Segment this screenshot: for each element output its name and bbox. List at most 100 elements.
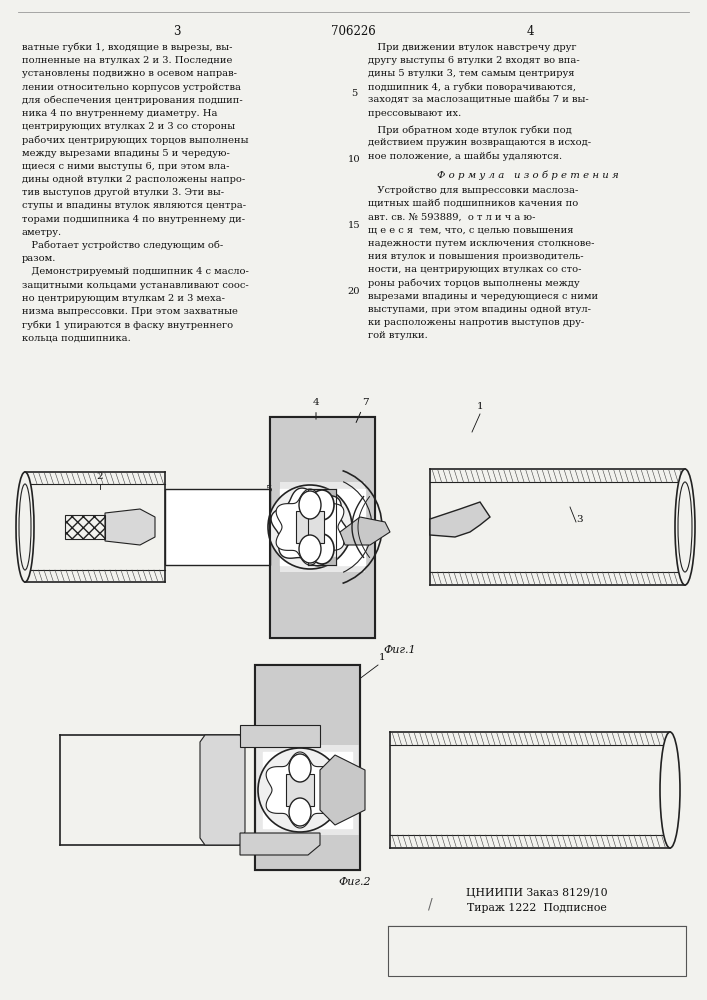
- Ellipse shape: [299, 491, 321, 519]
- Bar: [200, 735, 245, 845]
- Text: 3: 3: [173, 25, 181, 38]
- Bar: [270, 417, 375, 638]
- Text: но центрирующим втулкам 2 и 3 меха-: но центрирующим втулкам 2 и 3 меха-: [22, 294, 225, 303]
- Text: ния втулок и повышения производитель-: ния втулок и повышения производитель-: [368, 252, 583, 261]
- Bar: [255, 665, 360, 870]
- Text: рабочих центрирующих торцов выполнены: рабочих центрирующих торцов выполнены: [22, 135, 248, 145]
- Text: подшипник 4, а губки поворачиваются,: подшипник 4, а губки поворачиваются,: [368, 83, 576, 92]
- Text: Устройство для выпрессовки маслоза-: Устройство для выпрессовки маслоза-: [368, 186, 578, 195]
- Text: Работает устройство следующим об-: Работает устройство следующим об-: [22, 241, 223, 250]
- Text: 5: 5: [264, 485, 271, 494]
- Text: ности, на центрирующих втулках со сто-: ности, на центрирующих втулках со сто-: [368, 265, 581, 274]
- Polygon shape: [276, 489, 344, 565]
- Bar: [240, 725, 320, 747]
- Text: выступами, при этом впадины одной втул-: выступами, при этом впадины одной втул-: [368, 305, 591, 314]
- Polygon shape: [340, 517, 390, 545]
- Bar: [270, 417, 375, 638]
- Text: 5: 5: [297, 538, 303, 547]
- Text: 5: 5: [351, 89, 357, 98]
- Bar: [165, 489, 270, 565]
- Bar: [65, 515, 105, 539]
- Ellipse shape: [289, 754, 311, 782]
- Text: тив выступов другой втулки 3. Эти вы-: тив выступов другой втулки 3. Эти вы-: [22, 188, 224, 197]
- Text: между вырезами впадины 5 и чередую-: между вырезами впадины 5 и чередую-: [22, 149, 230, 158]
- Text: Тираж 1222  Подписное: Тираж 1222 Подписное: [467, 903, 607, 913]
- Text: 1: 1: [477, 402, 484, 411]
- Ellipse shape: [289, 798, 311, 826]
- Polygon shape: [266, 752, 334, 828]
- Text: щиеся с ними выступы 6, при этом вла-: щиеся с ними выступы 6, при этом вла-: [22, 162, 230, 171]
- Text: 6: 6: [329, 512, 335, 521]
- Bar: [270, 417, 375, 482]
- Text: щитных шайб подшипников качения по: щитных шайб подшипников качения по: [368, 199, 578, 208]
- Text: 4: 4: [526, 25, 534, 38]
- Text: 2: 2: [97, 472, 103, 481]
- Text: 3: 3: [577, 515, 583, 524]
- Text: ное положение, а шайбы удаляются.: ное положение, а шайбы удаляются.: [368, 152, 562, 161]
- Ellipse shape: [16, 472, 34, 582]
- Text: авт. св. № 593889,  о т л и ч а ю-: авт. св. № 593889, о т л и ч а ю-: [368, 212, 535, 221]
- Text: 706226: 706226: [331, 25, 375, 38]
- Bar: [255, 665, 360, 745]
- Text: Фиг.1: Фиг.1: [384, 645, 416, 655]
- Text: 7: 7: [356, 398, 368, 422]
- Circle shape: [258, 748, 342, 832]
- Bar: [240, 725, 320, 747]
- Text: 20: 20: [348, 287, 361, 296]
- Bar: [286, 774, 314, 806]
- Bar: [255, 835, 360, 870]
- Polygon shape: [271, 488, 349, 566]
- Text: полненные на втулках 2 и 3. Последние: полненные на втулках 2 и 3. Последние: [22, 56, 233, 65]
- Bar: [270, 572, 375, 638]
- Text: действием пружин возвращаются в исход-: действием пружин возвращаются в исход-: [368, 138, 591, 147]
- Ellipse shape: [299, 535, 321, 563]
- Text: для обеспечения центрирования подшип-: для обеспечения центрирования подшип-: [22, 96, 243, 105]
- Bar: [296, 511, 324, 543]
- Ellipse shape: [310, 490, 334, 520]
- Text: дины 5 втулки 3, тем самым центрируя: дины 5 втулки 3, тем самым центрируя: [368, 69, 575, 78]
- Text: кольца подшипника.: кольца подшипника.: [22, 333, 131, 342]
- Ellipse shape: [678, 482, 692, 572]
- Bar: [270, 482, 280, 572]
- Text: Демонстрируемый подшипник 4 с масло-: Демонстрируемый подшипник 4 с масло-: [22, 267, 249, 276]
- Text: 4: 4: [312, 398, 320, 419]
- Ellipse shape: [660, 732, 680, 848]
- Ellipse shape: [310, 534, 334, 564]
- Circle shape: [268, 485, 352, 569]
- Text: 1: 1: [379, 653, 385, 662]
- Polygon shape: [240, 833, 320, 855]
- Text: заходят за маслозащитные шайбы 7 и вы-: заходят за маслозащитные шайбы 7 и вы-: [368, 96, 589, 105]
- Text: установлены подвижно в осевом направ-: установлены подвижно в осевом направ-: [22, 69, 237, 78]
- Text: вырезами впадины и чередующиеся с ними: вырезами впадины и чередующиеся с ними: [368, 292, 598, 301]
- Text: ватные губки 1, входящие в вырезы, вы-: ватные губки 1, входящие в вырезы, вы-: [22, 43, 233, 52]
- Bar: [365, 482, 375, 572]
- Bar: [388, 926, 686, 976]
- Text: 15: 15: [348, 221, 361, 230]
- Text: ки расположены напротив выступов дру-: ки расположены напротив выступов дру-: [368, 318, 584, 327]
- Text: При обратном ходе втулок губки под: При обратном ходе втулок губки под: [368, 125, 572, 135]
- Polygon shape: [320, 755, 365, 825]
- Text: г.Ужгород,ул.Проектная,4: г.Ужгород,ул.Проектная,4: [461, 948, 614, 958]
- Text: низма выпрессовки. При этом захватные: низма выпрессовки. При этом захватные: [22, 307, 238, 316]
- Text: другу выступы 6 втулки 2 входят во впа-: другу выступы 6 втулки 2 входят во впа-: [368, 56, 580, 65]
- Bar: [255, 665, 360, 870]
- Text: защитными кольцами устанавливают соос-: защитными кольцами устанавливают соос-: [22, 281, 249, 290]
- Text: разом.: разом.: [22, 254, 57, 263]
- Ellipse shape: [675, 469, 695, 585]
- Text: /: /: [428, 897, 432, 911]
- Text: губки 1 упираются в фаску внутреннего: губки 1 упираются в фаску внутреннего: [22, 320, 233, 330]
- Text: Фиг.2: Фиг.2: [339, 877, 371, 887]
- Text: ника 4 по внутреннему диаметру. На: ника 4 по внутреннему диаметру. На: [22, 109, 218, 118]
- Text: роны рабочих торцов выполнены между: роны рабочих торцов выполнены между: [368, 278, 580, 288]
- Text: прессовывают их.: прессовывают их.: [368, 109, 461, 118]
- Polygon shape: [105, 509, 155, 545]
- Text: лении относительно корпусов устройства: лении относительно корпусов устройства: [22, 83, 241, 92]
- Text: центрирующих втулках 2 и 3 со стороны: центрирующих втулках 2 и 3 со стороны: [22, 122, 235, 131]
- Ellipse shape: [19, 484, 31, 570]
- Text: Ф о р м у л а   и з о б р е т е н и я: Ф о р м у л а и з о б р е т е н и я: [437, 171, 619, 180]
- Text: торами подшипника 4 по внутреннему ди-: торами подшипника 4 по внутреннему ди-: [22, 215, 245, 224]
- Text: щ е е с я  тем, что, с целью повышения: щ е е с я тем, что, с целью повышения: [368, 226, 573, 235]
- Text: надежности путем исключения столкнове-: надежности путем исключения столкнове-: [368, 239, 595, 248]
- Text: ЦНИИПИ Заказ 8129/10: ЦНИИПИ Заказ 8129/10: [466, 888, 608, 898]
- Text: ступы и впадины втулок являются центра-: ступы и впадины втулок являются центра-: [22, 201, 246, 210]
